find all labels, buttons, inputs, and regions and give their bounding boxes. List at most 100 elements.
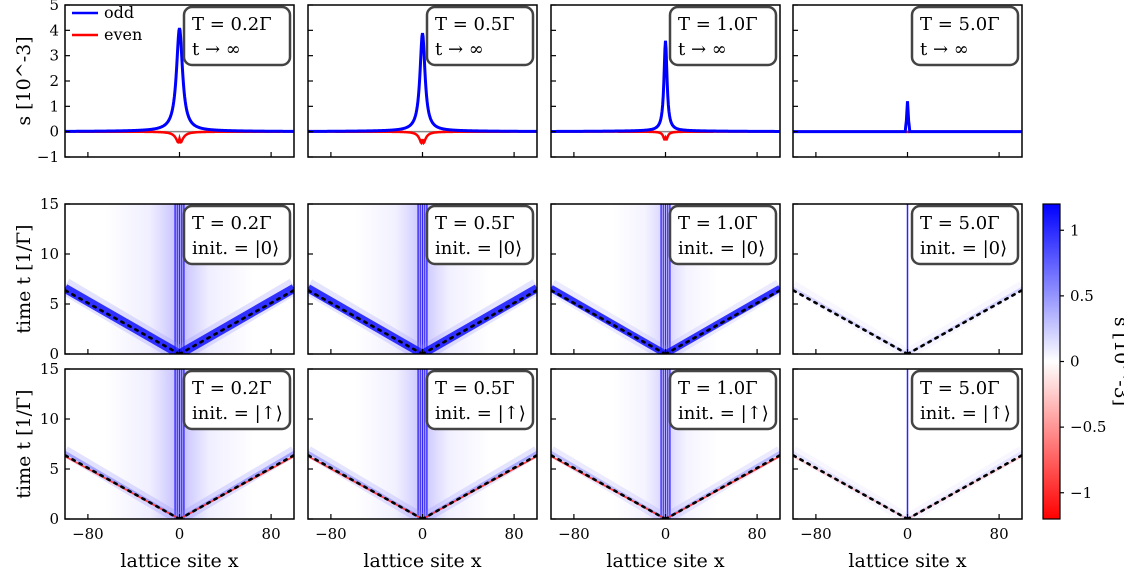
- lightcone-dotted: [551, 288, 667, 354]
- colorbar-tick-label: 0: [1070, 353, 1080, 371]
- lightcone-blue: [906, 450, 1022, 519]
- y-tick-label: 4: [49, 21, 59, 39]
- lightcone-dotted: [793, 288, 909, 354]
- plot-area: [551, 40, 780, 141]
- series-even-line: [551, 130, 780, 141]
- plot-area: [793, 101, 1022, 134]
- x-tick-label: 80: [262, 525, 281, 543]
- lightcone-dotted: [906, 288, 1022, 354]
- colorbar-tick-label: 0.5: [1070, 287, 1094, 305]
- panel-label-box: [182, 369, 292, 431]
- lightcone-dotted: [421, 453, 537, 519]
- lightcone-dotted: [308, 288, 424, 354]
- panel-condition-label: t → ∞: [920, 39, 969, 60]
- panel-2-3: −80 0 80 lattice site x T = 5.0Γ init. = |↑⟩: [792, 368, 1023, 572]
- y-tick-label: 10: [40, 245, 59, 263]
- lightcone-halo: [904, 281, 1022, 354]
- panel-condition-label: init. = |↑⟩: [920, 403, 1011, 424]
- y-tick-label: 5: [49, 460, 59, 478]
- plot-area: [551, 204, 780, 354]
- plot-area: [793, 369, 1022, 519]
- lightcone-dotted: [421, 288, 537, 354]
- x-tick-label: −80: [558, 525, 590, 543]
- panel-0-0: −1 0 1 2 3 4 5 T = 0.2Γ t → ∞: [37, 0, 295, 166]
- panel-temperature-label: T = 0.5Γ: [435, 213, 515, 234]
- y-tick-label: 5: [49, 0, 59, 14]
- panel-condition-label: init. = |↑⟩: [192, 403, 283, 424]
- colorbar-tick-label: −1: [1070, 484, 1092, 502]
- colorbar-tick-label: 1: [1070, 221, 1080, 239]
- x-tick-label: 0: [903, 525, 913, 543]
- panel-label-box: [425, 5, 535, 67]
- panel-condition-label: init. = |0⟩: [678, 238, 765, 259]
- y-tick-label: 15: [40, 360, 59, 378]
- panel-temperature-label: T = 1.0Γ: [678, 213, 758, 234]
- y-tick-label: 1: [49, 97, 59, 115]
- panel-label-box: [182, 204, 292, 266]
- panel-temperature-label: T = 5.0Γ: [920, 213, 1000, 234]
- panel-label-box: [910, 369, 1020, 431]
- panel-temperature-label: T = 1.0Γ: [678, 378, 758, 399]
- panel-condition-label: t → ∞: [678, 39, 727, 60]
- panel-temperature-label: T = 1.0Γ: [678, 14, 758, 35]
- plot-area: [308, 204, 537, 354]
- panel-temperature-label: T = 5.0Γ: [920, 14, 1000, 35]
- panel-2-0: 0 5 10 15 −80 0 80 lattice site x T = 0.2Γ init. …: [40, 360, 295, 572]
- lightcone-dotted: [906, 453, 1022, 519]
- panel-condition-label: t → ∞: [192, 39, 241, 60]
- lightcone-dotted: [664, 453, 780, 519]
- plot-area: [793, 204, 1022, 354]
- colorbar-tick-label: −0.5: [1070, 418, 1106, 436]
- legend: odd even: [72, 3, 142, 44]
- panel-1-3: T = 5.0Γ init. = |0⟩: [792, 203, 1023, 355]
- panel-label-box: [668, 369, 778, 431]
- panel-condition-label: init. = |↑⟩: [678, 403, 769, 424]
- panel-2-1: −80 0 80 lattice site x T = 0.5Γ init. = |↑⟩: [307, 368, 538, 572]
- y-tick-label: 15: [40, 195, 59, 213]
- middle-row-panels: 0 5 10 15 T = 0.2Γ init. = |0⟩ T = 0.5Γ init. =…: [13, 195, 1023, 363]
- lightcone-dotted: [308, 453, 424, 519]
- plot-area: [65, 27, 294, 144]
- plot-area: [308, 32, 537, 146]
- x-tick-label: −80: [72, 525, 104, 543]
- panel-label-box: [182, 5, 292, 67]
- lightcone-dotted: [793, 453, 909, 519]
- x-axis-label: lattice site x: [363, 550, 481, 572]
- y-tick-label: 10: [40, 410, 59, 428]
- lightcone-dotted: [65, 288, 181, 354]
- panel-label-box: [668, 204, 778, 266]
- panel-temperature-label: T = 0.2Γ: [192, 14, 272, 35]
- x-tick-label: 80: [748, 525, 767, 543]
- lightcone-halo: [904, 446, 1022, 519]
- x-tick-label: −80: [315, 525, 347, 543]
- panel-label-box: [910, 204, 1020, 266]
- x-axis-label: lattice site x: [120, 550, 238, 572]
- lightcone-halo: [793, 446, 911, 519]
- legend-label-odd: odd: [104, 3, 134, 22]
- lightcone-halo: [793, 281, 911, 354]
- panel-1-1: T = 0.5Γ init. = |0⟩: [307, 203, 538, 355]
- x-tick-label: −80: [800, 525, 832, 543]
- panel-temperature-label: T = 5.0Γ: [920, 378, 1000, 399]
- lightcone-dotted: [178, 288, 294, 354]
- panel-condition-label: init. = |0⟩: [192, 238, 279, 259]
- x-tick-label: 0: [175, 525, 185, 543]
- panel-condition-label: init. = |0⟩: [435, 238, 522, 259]
- colorbar-gradient: [1042, 203, 1061, 520]
- y-axis-label: time t [1/Γ]: [13, 389, 35, 498]
- y-tick-label: 0: [49, 510, 59, 528]
- panel-0-2: T = 1.0Γ t → ∞: [550, 4, 781, 158]
- panel-temperature-label: T = 0.5Γ: [435, 14, 515, 35]
- y-tick-label: 0: [49, 123, 59, 141]
- x-tick-label: 80: [505, 525, 524, 543]
- y-tick-label: −1: [37, 148, 59, 166]
- panel-condition-label: init. = |↑⟩: [435, 403, 526, 424]
- panel-temperature-label: T = 0.2Γ: [192, 213, 272, 234]
- x-tick-label: 80: [990, 525, 1009, 543]
- panel-2-2: −80 0 80 lattice site x T = 1.0Γ init. = |↑⟩: [550, 368, 781, 572]
- lightcone-blue: [793, 450, 909, 519]
- colorbar-label: s [10^-3]: [1110, 317, 1124, 406]
- legend-label-even: even: [104, 25, 142, 44]
